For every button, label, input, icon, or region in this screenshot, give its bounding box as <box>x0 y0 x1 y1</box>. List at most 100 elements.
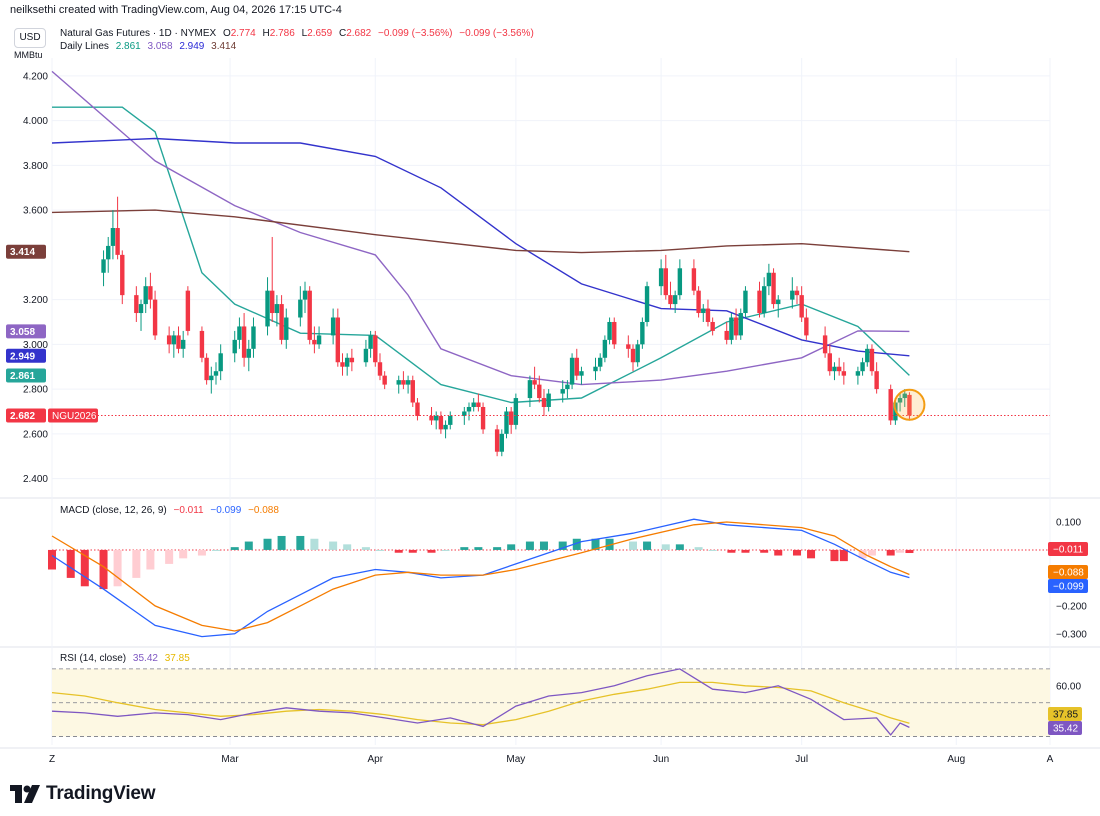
price-tag <box>6 348 46 363</box>
candle-body <box>396 380 401 385</box>
candle-body <box>565 384 570 390</box>
macd-histogram-bar <box>197 549 206 556</box>
macd-value-tag-label: −0.088 <box>1053 568 1084 579</box>
candle-body <box>574 357 579 376</box>
candle-body <box>597 357 603 367</box>
ohlc-low: 2.659 <box>307 28 333 39</box>
macd-histogram <box>48 535 1050 590</box>
lines-label[interactable]: Daily Lines <box>60 41 109 52</box>
candle-body <box>312 339 317 345</box>
highlight-circle <box>893 388 926 421</box>
macd-histogram-bar <box>343 544 352 550</box>
macd-histogram-bar <box>113 549 122 587</box>
macd-histogram-bar <box>427 549 436 553</box>
rsi-value-tag <box>1048 721 1082 735</box>
candle-body <box>199 330 205 358</box>
ohlc-open: 2.774 <box>230 28 256 39</box>
line-value-4: 3.414 <box>211 41 237 52</box>
candle-body <box>284 317 289 340</box>
line-value-1: 2.861 <box>115 41 141 52</box>
candle-body <box>152 299 158 336</box>
moving-average-lines <box>51 70 910 404</box>
candle-body <box>827 353 832 372</box>
price-tick-label: 4.000 <box>23 116 48 127</box>
candle-body <box>480 406 486 430</box>
symbol-title[interactable]: Natural Gas Futures · 1D · NYMEX <box>60 28 217 39</box>
candle-body <box>115 228 120 255</box>
ohlc-low-label: L <box>301 28 308 39</box>
candle-body <box>166 335 172 345</box>
macd-histogram-bar <box>474 547 483 550</box>
candle-body <box>344 357 350 367</box>
candle-body <box>513 398 519 425</box>
candle-body <box>134 295 139 314</box>
price-tag <box>6 368 46 383</box>
candle-body <box>434 415 439 421</box>
rsi-title[interactable]: RSI (14, close) <box>60 653 127 664</box>
macd-histogram-bar <box>572 538 581 550</box>
macd-histogram-bar <box>310 538 319 550</box>
candle-body <box>733 317 739 336</box>
candle-body <box>232 339 237 354</box>
line-value-2: 3.058 <box>147 41 173 52</box>
candle-body <box>106 245 111 260</box>
candle-body <box>443 424 448 430</box>
candle-body <box>799 295 804 318</box>
candle-body <box>101 259 106 273</box>
candle-body <box>766 272 772 287</box>
price-tick-label: 4.200 <box>23 71 48 82</box>
candle-body <box>335 317 341 363</box>
macd-histogram-bar <box>179 549 188 559</box>
candle-body <box>771 272 776 305</box>
time-tick-label: A <box>1047 754 1054 765</box>
macd-tick-label: −0.200 <box>1056 601 1087 612</box>
ohlc-open-label: O <box>222 28 231 39</box>
candle-body <box>405 380 411 385</box>
currency-badge[interactable]: USD <box>14 28 46 48</box>
symbol-tag <box>48 408 98 423</box>
time-tick-label: Aug <box>947 754 965 765</box>
candle-body <box>710 321 715 331</box>
macd-histogram-bar <box>66 549 75 578</box>
candle-body <box>635 344 640 363</box>
price-tag-label: 3.414 <box>10 247 35 258</box>
macd-value-tag <box>1048 579 1088 593</box>
macd-histogram-bar <box>886 549 895 556</box>
candle-body <box>532 380 537 385</box>
tradingview-logo[interactable]: TradingView <box>10 782 156 806</box>
candle-body <box>176 335 181 349</box>
candle-body <box>138 304 144 314</box>
macd-histogram-bar <box>165 549 174 564</box>
macd-hist-value: −0.011 <box>173 505 204 516</box>
rsi-ma-value: 37.85 <box>164 653 190 664</box>
ohlc-change-2: −0.099 (−3.56%) <box>459 28 534 39</box>
candle-body <box>330 317 336 336</box>
candle-body <box>368 335 373 349</box>
macd-histogram-bar <box>807 549 816 559</box>
candle-body <box>241 326 247 358</box>
rsi-legend: RSI (14, close) 35.42 37.85 <box>60 653 190 664</box>
candle-body <box>888 389 893 421</box>
macd-value-tag-label: −0.099 <box>1053 582 1084 593</box>
price-tick-label: 3.200 <box>23 295 48 306</box>
macd-histogram-bar <box>792 549 801 556</box>
candle-body <box>316 335 322 345</box>
candle-body <box>546 393 551 407</box>
macd-legend: MACD (close, 12, 26, 9) −0.011 −0.099 −0… <box>60 505 279 516</box>
candle-body <box>246 348 251 358</box>
candle-body <box>307 290 312 340</box>
macd-title[interactable]: MACD (close, 12, 26, 9) <box>60 505 167 516</box>
chart-canvas[interactable]: Z Mar Apr May Jun Jul Aug A 4.200 4.000 3.800 3.600… <box>0 0 1100 775</box>
ohlc-close: 2.682 <box>346 28 372 39</box>
time-tick-label: Apr <box>368 754 384 765</box>
ohlc-high-label: H <box>262 28 270 39</box>
candle-body <box>607 321 612 340</box>
price-tag <box>6 408 46 423</box>
candle-body <box>251 326 256 349</box>
candle-body <box>593 366 598 372</box>
candle-body <box>743 290 748 314</box>
macd-histogram-bar <box>361 547 370 550</box>
candle-body <box>377 362 383 376</box>
candle-body <box>410 380 415 403</box>
price-tag <box>6 324 46 339</box>
